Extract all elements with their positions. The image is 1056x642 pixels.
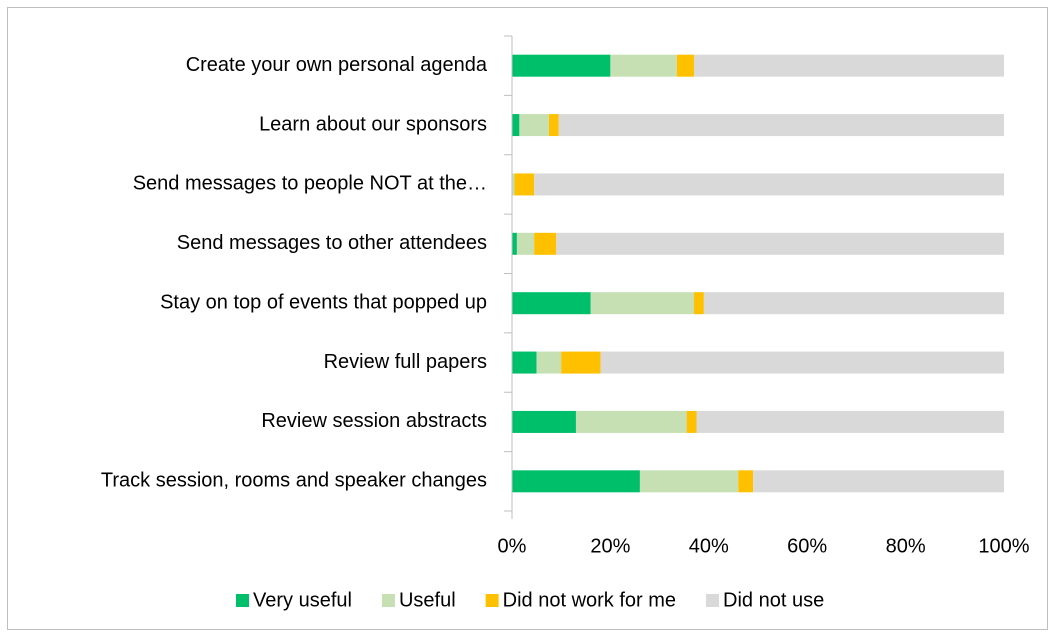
bar-segment (512, 410, 576, 433)
bar-segment (512, 292, 591, 315)
x-tick-label: 80% (886, 535, 926, 557)
bar-segment (536, 351, 562, 374)
x-tick-label: 100% (978, 535, 1029, 557)
y-tick-label: Send messages to people NOT at the… (133, 173, 487, 195)
bar-segment (548, 114, 559, 137)
bar-segment (561, 351, 601, 374)
y-tick-label: Review session abstracts (261, 410, 487, 432)
bar-segment (512, 173, 515, 196)
bar-segment (534, 232, 557, 255)
bar-segment (600, 351, 1004, 374)
legend-label: Did not use (723, 589, 824, 611)
y-tick-label: Learn about our sponsors (259, 113, 487, 135)
bar-segment (694, 292, 704, 315)
legend-swatch (381, 594, 395, 607)
legend-label: Did not work for me (503, 589, 676, 611)
bar-segment (610, 54, 677, 77)
bar-segment (753, 470, 1004, 493)
bar-segment (512, 232, 517, 255)
x-tick-label: 60% (787, 535, 827, 557)
bar-segment (575, 410, 687, 433)
bar-segment (639, 470, 739, 493)
y-tick-label: Review full papers (324, 351, 487, 373)
y-tick-label: Send messages to other attendees (177, 232, 487, 254)
bar-segment (590, 292, 695, 315)
bar-segment (516, 232, 535, 255)
bar-segment (512, 351, 537, 374)
bar-segment (558, 114, 1004, 137)
bar-segment (703, 292, 1004, 315)
legend-label: Useful (399, 589, 456, 611)
bar-segment (534, 173, 1004, 196)
x-tick-label: 0% (498, 535, 527, 557)
legend-swatch (706, 594, 720, 607)
bar-segment (694, 54, 1004, 77)
x-tick-label: 40% (689, 535, 729, 557)
bar-segment (519, 114, 549, 137)
legend-swatch (485, 594, 499, 607)
legend-label: Very useful (253, 589, 352, 611)
chart-border (7, 7, 1048, 630)
bar-segment (676, 54, 695, 77)
bar-segment (514, 173, 535, 196)
y-tick-label: Stay on top of events that popped up (160, 291, 487, 313)
x-tick-label: 20% (590, 535, 630, 557)
legend-swatch (236, 594, 249, 607)
bar-segment (686, 410, 697, 433)
bar-segment (738, 470, 754, 493)
bar-segment (696, 410, 1004, 433)
bar-segment (512, 114, 520, 137)
y-tick-label: Create your own personal agenda (186, 54, 488, 76)
bar-segment (556, 232, 1004, 255)
bar-segment (512, 54, 611, 77)
y-tick-label: Track session, rooms and speaker changes (101, 470, 487, 492)
bar-segment (512, 470, 640, 493)
